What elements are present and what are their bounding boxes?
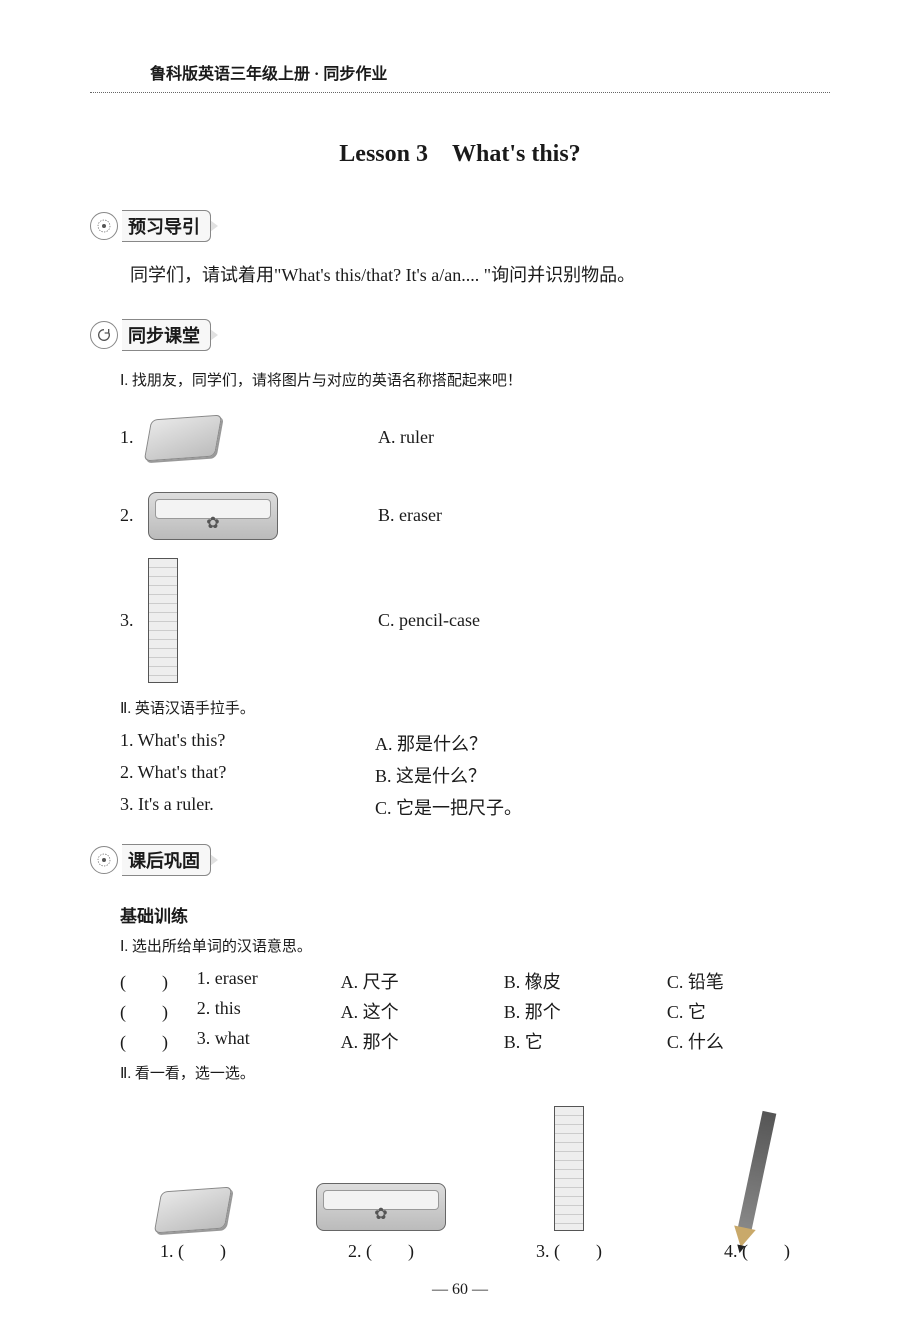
- choice-row: ( ) 3. what A. 那个 B. 它 C. 什么: [120, 1028, 830, 1054]
- match-row: 2. B. eraser: [120, 480, 830, 552]
- pair-row: 3. It's a ruler. C. 它是一把尺子。: [120, 794, 830, 820]
- ex1-heading: Ⅰ. 找朋友，同学们，请将图片与对应的英语名称搭配起来吧！: [120, 369, 830, 390]
- target-icon: [90, 212, 118, 240]
- pair-en: 1. What's this?: [120, 730, 375, 756]
- choice-a: A. 那个: [341, 1028, 504, 1054]
- eraser-icon: [154, 1186, 233, 1233]
- pair-row: 1. What's this? A. 那是什么？: [120, 730, 830, 756]
- choice-c: C. 它: [667, 998, 830, 1024]
- ruler-icon: [148, 558, 178, 683]
- pair-en: 2. What's that?: [120, 762, 375, 788]
- grid-caption: 1. ( ): [120, 1237, 266, 1263]
- section-after-badge: 课后巩固: [90, 844, 211, 876]
- grid-cell: 2. ( ): [308, 1101, 454, 1263]
- match-img-ruler: [148, 558, 378, 683]
- eraser-icon: [144, 414, 223, 461]
- match-img-eraser: [148, 417, 378, 459]
- header-divider: [90, 92, 830, 93]
- page-header: 鲁科版英语三年级上册 · 同步作业: [150, 60, 830, 84]
- target-icon: [90, 846, 118, 874]
- grid-cell: 3. ( ): [496, 1101, 642, 1263]
- choice-row: ( ) 2. this A. 这个 B. 那个 C. 它: [120, 998, 830, 1024]
- section-preview-label: 预习导引: [122, 210, 211, 242]
- match-img-pencilcase: [148, 492, 378, 540]
- basic-part1-heading: Ⅰ. 选出所给单词的汉语意思。: [120, 935, 830, 956]
- section-after-label: 课后巩固: [122, 844, 211, 876]
- pair-zh: B. 这是什么？: [375, 762, 486, 788]
- ex2-heading: Ⅱ. 英语汉语手拉手。: [120, 697, 830, 718]
- pencilcase-icon: [148, 492, 278, 540]
- ruler-icon: [554, 1106, 584, 1231]
- match-option: C. pencil-case: [378, 610, 480, 631]
- choice-blank: ( ): [120, 968, 197, 994]
- choice-b: B. 它: [504, 1028, 667, 1054]
- lesson-title: Lesson 3 What's this?: [90, 133, 830, 168]
- pair-row: 2. What's that? B. 这是什么？: [120, 762, 830, 788]
- match-row: 3. C. pencil-case: [120, 558, 830, 683]
- grid-caption: 2. ( ): [308, 1237, 454, 1263]
- pair-en: 3. It's a ruler.: [120, 794, 375, 820]
- choice-a: A. 尺子: [341, 968, 504, 994]
- page-number: — 60 —: [90, 1281, 830, 1299]
- choice-row: ( ) 1. eraser A. 尺子 B. 橡皮 C. 铅笔: [120, 968, 830, 994]
- grid-caption: 3. ( ): [496, 1237, 642, 1263]
- choice-blank: ( ): [120, 1028, 197, 1054]
- match-option: A. ruler: [378, 427, 434, 448]
- grid-cell: 1. ( ): [120, 1101, 266, 1263]
- section-classroom-label: 同步课堂: [122, 319, 211, 351]
- section-preview-badge: 预习导引: [90, 210, 211, 242]
- choice-blank: ( ): [120, 998, 197, 1024]
- match-num: 2.: [120, 505, 148, 526]
- refresh-icon: [90, 321, 118, 349]
- match-num: 1.: [120, 427, 148, 448]
- choice-word: 3. what: [197, 1028, 341, 1054]
- match-option: B. eraser: [378, 505, 442, 526]
- pair-zh: C. 它是一把尺子。: [375, 794, 522, 820]
- match-row: 1. A. ruler: [120, 402, 830, 474]
- choice-a: A. 这个: [341, 998, 504, 1024]
- pair-zh: A. 那是什么？: [375, 730, 487, 756]
- image-grid: 1. ( ) 2. ( ) 3. ( ) 4. ( ): [120, 1101, 830, 1263]
- match-num: 3.: [120, 610, 148, 631]
- choice-c: C. 什么: [667, 1028, 830, 1054]
- pencil-icon: [738, 1110, 777, 1230]
- pencilcase-icon: [316, 1183, 446, 1231]
- grid-caption: 4. ( ): [684, 1237, 830, 1263]
- basic-part2-heading: Ⅱ. 看一看，选一选。: [120, 1062, 830, 1083]
- choice-c: C. 铅笔: [667, 968, 830, 994]
- choice-word: 2. this: [197, 998, 341, 1024]
- grid-cell: 4. ( ): [684, 1101, 830, 1263]
- section-classroom-badge: 同步课堂: [90, 319, 211, 351]
- choice-b: B. 那个: [504, 998, 667, 1024]
- intro-text: 同学们，请试着用"What's this/that? It's a/an....…: [130, 260, 830, 291]
- choice-word: 1. eraser: [197, 968, 341, 994]
- basic-title: 基础训练: [120, 902, 830, 927]
- choice-b: B. 橡皮: [504, 968, 667, 994]
